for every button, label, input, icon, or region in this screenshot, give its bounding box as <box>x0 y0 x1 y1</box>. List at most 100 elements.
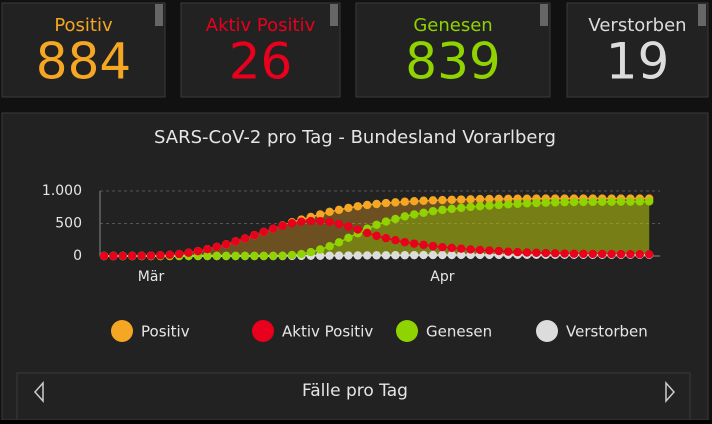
data-point <box>513 199 522 209</box>
data-point <box>645 197 654 206</box>
data-point <box>156 251 165 260</box>
data-point <box>297 249 306 259</box>
scrollbar <box>540 4 548 26</box>
data-point <box>381 198 391 208</box>
card-label: Positiv <box>54 15 113 36</box>
data-point <box>438 205 447 215</box>
data-point <box>457 244 466 253</box>
data-point <box>551 198 560 207</box>
data-point <box>400 212 409 221</box>
legend-label: Genesen <box>426 323 492 341</box>
data-point <box>579 249 588 259</box>
data-point <box>457 250 466 260</box>
data-point <box>410 210 419 219</box>
card-box <box>180 2 341 98</box>
data-point <box>203 244 212 254</box>
data-point <box>428 196 438 205</box>
data-point <box>541 248 550 258</box>
data-point <box>372 251 381 260</box>
data-point <box>381 251 391 260</box>
chart-title: SARS-CoV-2 pro Tag - Bundesland Vorarlbe… <box>154 127 556 148</box>
data-point <box>466 195 475 204</box>
data-point <box>372 231 381 241</box>
scrollbar <box>330 4 338 26</box>
legend-swatch <box>111 320 133 342</box>
data-point <box>457 203 466 213</box>
data-point <box>457 195 466 204</box>
data-point <box>428 241 438 251</box>
data-point <box>287 250 297 260</box>
data-point <box>316 216 325 226</box>
scrollbar <box>155 4 163 26</box>
data-point <box>551 249 560 258</box>
data-point <box>466 202 475 212</box>
data-point <box>391 236 400 245</box>
data-point <box>306 247 315 257</box>
data-point <box>334 205 344 215</box>
data-point <box>278 251 287 260</box>
data-point <box>165 250 174 260</box>
data-point <box>475 194 485 204</box>
data-point <box>344 222 353 231</box>
data-point <box>504 200 513 209</box>
data-point <box>438 242 447 252</box>
data-point <box>400 237 409 247</box>
data-point <box>569 197 579 207</box>
data-point <box>353 251 362 260</box>
data-point <box>193 246 203 256</box>
data-point <box>607 249 616 259</box>
data-point <box>485 201 494 210</box>
data-point <box>400 197 409 206</box>
next-button[interactable] <box>665 381 676 403</box>
legend-label: Aktiv Positiv <box>282 323 373 341</box>
data-point <box>419 208 428 217</box>
data-point <box>494 194 503 204</box>
data-point <box>419 240 428 250</box>
y-tick-label: 1.000 <box>42 183 82 199</box>
data-point <box>428 250 438 260</box>
data-point <box>259 251 268 261</box>
data-point <box>560 197 569 207</box>
y-tick-label: 500 <box>55 216 82 232</box>
legend-swatch <box>252 320 274 342</box>
data-point <box>250 231 259 240</box>
data-point <box>579 197 588 207</box>
data-point <box>522 199 532 208</box>
data-point <box>269 251 278 261</box>
data-point <box>494 200 503 210</box>
data-point <box>438 250 447 260</box>
data-point <box>344 233 353 242</box>
data-point <box>353 202 362 211</box>
data-point <box>391 214 400 224</box>
legend-swatch <box>396 320 418 342</box>
footer-title: Fälle pro Tag <box>302 381 408 401</box>
data-point <box>532 198 541 208</box>
data-point <box>297 217 306 226</box>
data-point <box>475 202 485 211</box>
data-point <box>278 221 287 230</box>
data-point <box>616 249 626 259</box>
data-point <box>447 243 456 253</box>
data-point <box>381 217 391 226</box>
prev-button[interactable] <box>33 381 44 403</box>
legend-swatch <box>536 320 558 342</box>
data-point <box>306 216 315 226</box>
x-tick-label: Mär <box>138 269 165 285</box>
data-point <box>118 251 128 261</box>
data-point <box>316 210 325 219</box>
card-label: Aktiv Positiv <box>206 15 316 36</box>
data-point <box>363 200 372 210</box>
data-point <box>447 250 456 260</box>
data-point <box>203 251 212 261</box>
data-point <box>372 220 381 229</box>
data-point <box>109 251 118 261</box>
card-box <box>1 2 166 98</box>
data-point <box>626 197 635 206</box>
data-point <box>485 246 494 255</box>
data-point <box>391 198 400 207</box>
data-point <box>410 250 419 260</box>
data-point <box>175 249 184 259</box>
